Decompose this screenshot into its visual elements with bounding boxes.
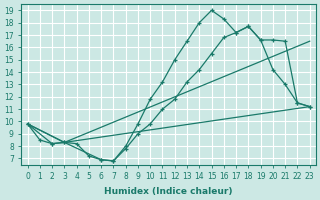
X-axis label: Humidex (Indice chaleur): Humidex (Indice chaleur)	[104, 187, 233, 196]
